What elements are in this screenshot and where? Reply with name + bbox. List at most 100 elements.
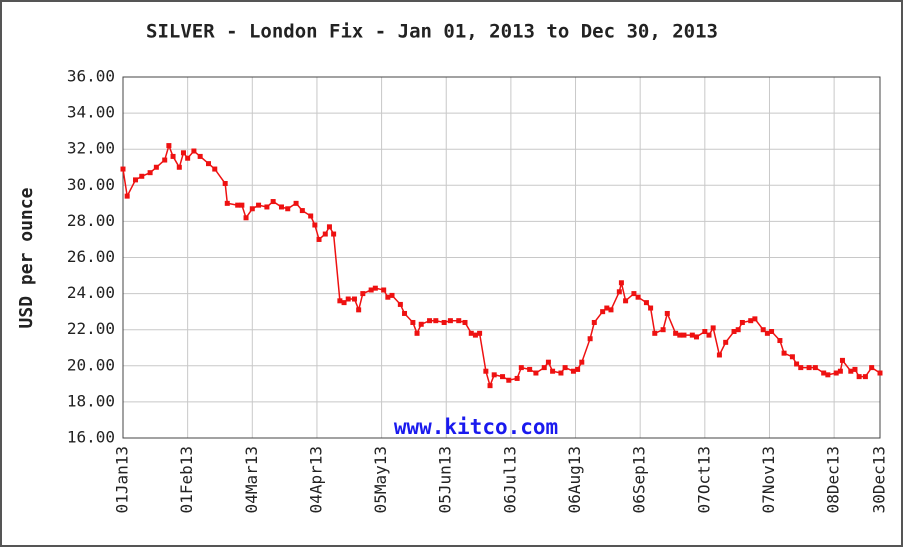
data-point <box>256 202 262 208</box>
data-point <box>153 164 159 170</box>
data-point <box>477 330 483 336</box>
data-point <box>418 321 424 327</box>
data-point <box>337 298 343 304</box>
data-point <box>139 173 145 179</box>
data-point <box>491 372 497 378</box>
x-tick-label: 07Oct13 <box>694 446 713 513</box>
data-point <box>285 206 291 212</box>
x-tick-label: 04Mar13 <box>242 446 261 513</box>
data-point <box>618 280 624 286</box>
data-point <box>798 365 804 371</box>
y-tick-label: 32.00 <box>67 139 115 158</box>
data-point <box>731 329 737 335</box>
data-point <box>278 204 284 210</box>
y-axis-label: USD per ounce <box>16 187 37 328</box>
data-point <box>212 166 218 172</box>
data-point <box>500 374 506 380</box>
data-point <box>447 318 453 324</box>
data-point <box>604 305 610 311</box>
data-point <box>631 291 637 297</box>
data-point <box>527 366 533 372</box>
data-point <box>483 368 489 374</box>
data-point <box>702 329 708 335</box>
data-point <box>368 287 374 293</box>
x-tick-label: 05May13 <box>371 446 390 513</box>
data-point <box>648 305 654 311</box>
data-point <box>541 365 547 371</box>
data-point <box>752 316 758 322</box>
data-point <box>848 368 854 374</box>
data-point <box>812 365 818 371</box>
data-point <box>514 375 520 381</box>
data-point <box>506 377 512 383</box>
data-point <box>120 166 126 172</box>
data-point <box>825 372 831 378</box>
data-point <box>166 143 172 149</box>
data-point <box>170 153 176 159</box>
data-point <box>427 318 433 324</box>
y-tick-label: 30.00 <box>67 175 115 194</box>
x-tick-label: 04Apr13 <box>306 446 325 513</box>
y-tick-label: 28.00 <box>67 211 115 230</box>
data-point <box>562 365 568 371</box>
data-point <box>716 352 722 358</box>
data-point <box>533 370 539 376</box>
data-point <box>239 202 245 208</box>
x-tick-label: 05Jun13 <box>436 446 455 513</box>
data-point <box>764 330 770 336</box>
data-point <box>681 332 687 338</box>
data-point <box>862 374 868 380</box>
data-point <box>472 332 478 338</box>
data-point <box>441 319 447 325</box>
data-point <box>677 332 683 338</box>
data-point <box>331 231 337 237</box>
data-point <box>839 357 845 363</box>
data-point <box>673 330 679 336</box>
data-point <box>587 336 593 342</box>
data-point <box>608 307 614 313</box>
data-point <box>180 150 186 156</box>
data-point <box>249 206 255 212</box>
data-point <box>124 193 130 199</box>
data-point <box>550 368 556 374</box>
data-point <box>579 359 585 365</box>
data-point <box>664 310 670 316</box>
data-point <box>133 177 139 183</box>
y-tick-label: 16.00 <box>67 428 115 447</box>
data-point <box>869 365 875 371</box>
data-point <box>643 300 649 306</box>
y-tick-label: 20.00 <box>67 355 115 374</box>
data-point <box>360 291 366 297</box>
data-point <box>345 296 351 302</box>
data-point <box>833 370 839 376</box>
data-point <box>356 307 362 313</box>
plot-border <box>122 76 881 439</box>
data-point <box>821 370 827 376</box>
x-tick-label: 30Dec13 <box>870 446 889 513</box>
data-point <box>351 296 357 302</box>
data-point <box>197 153 203 159</box>
data-point <box>372 285 378 291</box>
data-point <box>270 199 276 205</box>
chart-title: SILVER - London Fix - Jan 01, 2013 to De… <box>146 21 718 43</box>
x-tick-label: 06Sep13 <box>630 446 649 513</box>
data-point <box>545 359 551 365</box>
data-point <box>206 161 212 167</box>
data-point <box>518 365 524 371</box>
data-point <box>837 368 843 374</box>
data-point <box>381 287 387 293</box>
data-point <box>410 319 416 325</box>
data-point <box>748 318 754 324</box>
data-point <box>224 200 230 206</box>
data-point <box>147 170 153 176</box>
data-point <box>623 298 629 304</box>
data-point <box>789 354 795 360</box>
data-point <box>191 148 197 154</box>
data-point <box>326 224 332 230</box>
data-point <box>781 350 787 356</box>
data-point <box>710 325 716 331</box>
y-tick-label: 34.00 <box>67 103 115 122</box>
data-point <box>456 318 462 324</box>
data-point <box>794 361 800 367</box>
data-point <box>222 180 228 186</box>
